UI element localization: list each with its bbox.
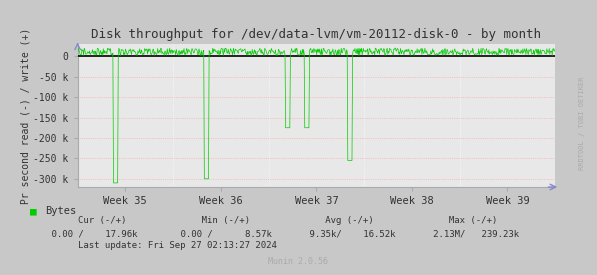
- Text: Bytes: Bytes: [45, 207, 76, 216]
- Text: Last update: Fri Sep 27 02:13:27 2024: Last update: Fri Sep 27 02:13:27 2024: [78, 241, 276, 249]
- Y-axis label: Pr second read (-) / write (+): Pr second read (-) / write (+): [20, 28, 30, 204]
- Text: ■: ■: [30, 207, 36, 216]
- Text: Cur (-/+)              Min (-/+)              Avg (-/+)              Max (-/+): Cur (-/+) Min (-/+) Avg (-/+) Max (-/+): [78, 216, 497, 225]
- Title: Disk throughput for /dev/data-lvm/vm-20112-disk-0 - by month: Disk throughput for /dev/data-lvm/vm-201…: [91, 28, 541, 42]
- Text: 0.00 /    17.96k        0.00 /      8.57k       9.35k/    16.52k       2.13M/   : 0.00 / 17.96k 0.00 / 8.57k 9.35k/ 16.52k…: [30, 230, 519, 238]
- Text: Munin 2.0.56: Munin 2.0.56: [269, 257, 328, 266]
- Text: RRDTOOL / TOBI OETIKER: RRDTOOL / TOBI OETIKER: [579, 77, 585, 170]
